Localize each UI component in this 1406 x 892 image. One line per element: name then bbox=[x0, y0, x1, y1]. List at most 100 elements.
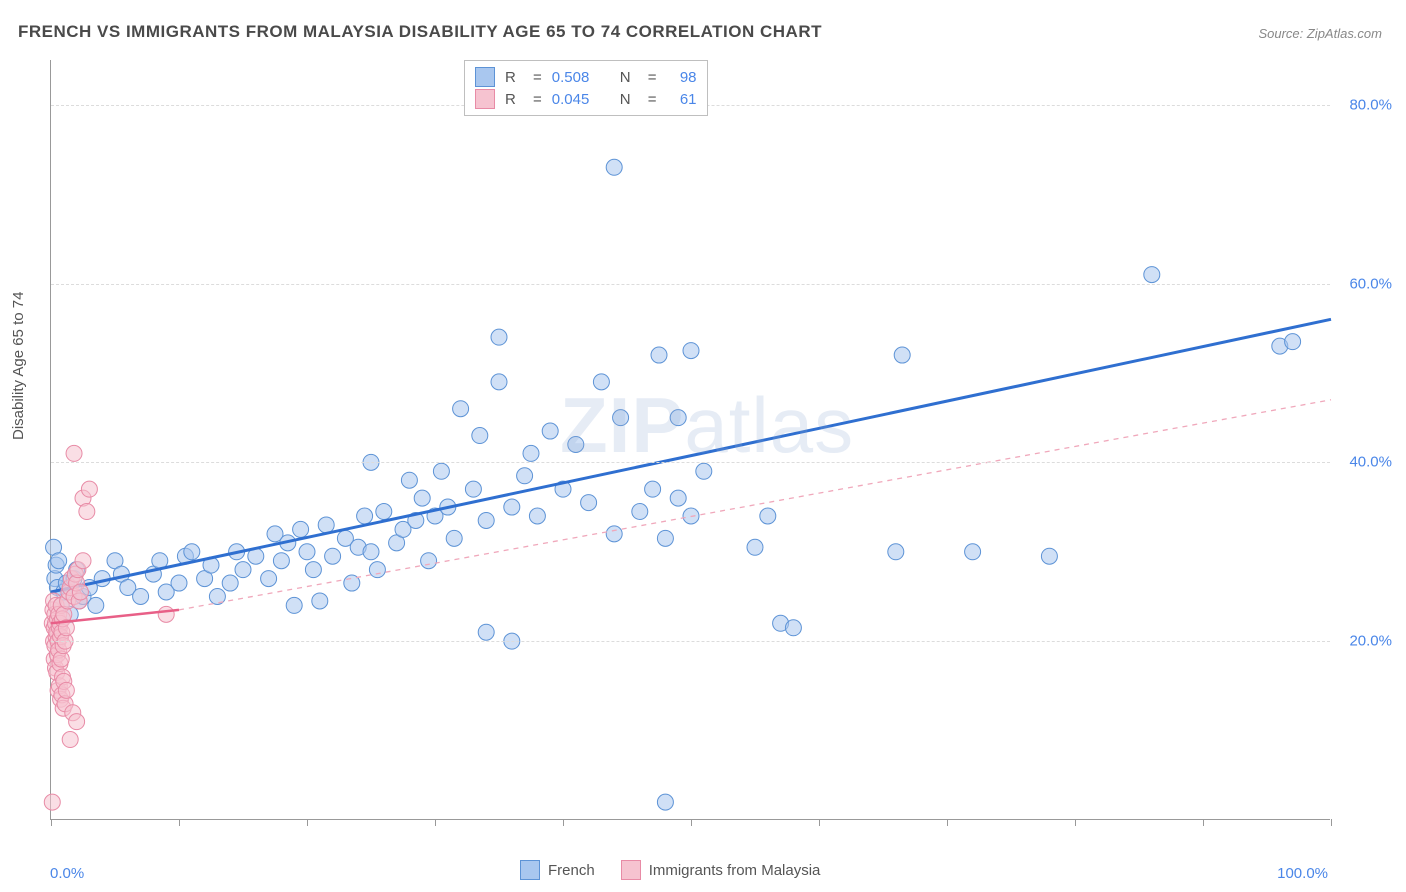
data-point bbox=[645, 481, 661, 497]
data-point bbox=[421, 553, 437, 569]
r-value: 0.508 bbox=[552, 69, 610, 86]
grid-line bbox=[51, 641, 1330, 642]
data-point bbox=[785, 620, 801, 636]
n-value: 61 bbox=[667, 91, 697, 108]
data-point bbox=[446, 530, 462, 546]
source-prefix: Source: bbox=[1258, 26, 1306, 41]
equals-sign: = bbox=[533, 69, 542, 86]
data-point bbox=[325, 548, 341, 564]
equals-sign: = bbox=[648, 69, 657, 86]
data-point bbox=[453, 401, 469, 417]
data-point bbox=[184, 544, 200, 560]
data-point bbox=[491, 374, 507, 390]
legend-series-item: Immigrants from Malaysia bbox=[621, 860, 821, 880]
legend-correlation-row: R=0.045N=61 bbox=[475, 88, 697, 110]
data-point bbox=[88, 597, 104, 613]
data-point bbox=[760, 508, 776, 524]
data-point bbox=[44, 794, 60, 810]
data-point bbox=[542, 423, 558, 439]
x-tick bbox=[307, 819, 308, 826]
legend-swatch bbox=[475, 89, 495, 109]
data-point bbox=[357, 508, 373, 524]
data-point bbox=[523, 445, 539, 461]
y-tick-label: 20.0% bbox=[1349, 633, 1392, 650]
data-point bbox=[568, 436, 584, 452]
data-point bbox=[133, 588, 149, 604]
data-point bbox=[171, 575, 187, 591]
data-point bbox=[606, 526, 622, 542]
x-tick bbox=[1075, 819, 1076, 826]
data-point bbox=[670, 410, 686, 426]
x-tick bbox=[1203, 819, 1204, 826]
data-point bbox=[491, 329, 507, 345]
data-point bbox=[696, 463, 712, 479]
data-point bbox=[79, 504, 95, 520]
data-point bbox=[305, 562, 321, 578]
data-point bbox=[299, 544, 315, 560]
legend-series-label: French bbox=[548, 862, 595, 879]
legend-correlation: R=0.508N=98R=0.045N=61 bbox=[464, 60, 708, 116]
data-point bbox=[1041, 548, 1057, 564]
x-tick bbox=[179, 819, 180, 826]
x-tick bbox=[691, 819, 692, 826]
data-point bbox=[632, 504, 648, 520]
data-point bbox=[478, 512, 494, 528]
data-point bbox=[58, 682, 74, 698]
equals-sign: = bbox=[533, 91, 542, 108]
data-point bbox=[273, 553, 289, 569]
data-point bbox=[888, 544, 904, 560]
legend-series-label: Immigrants from Malaysia bbox=[649, 862, 821, 879]
data-point bbox=[51, 553, 67, 569]
trend-line bbox=[51, 319, 1331, 592]
n-value: 98 bbox=[667, 69, 697, 86]
data-point bbox=[613, 410, 629, 426]
equals-sign: = bbox=[648, 91, 657, 108]
data-point bbox=[312, 593, 328, 609]
x-tick bbox=[1331, 819, 1332, 826]
legend-swatch bbox=[621, 860, 641, 880]
r-label: R bbox=[505, 69, 523, 86]
data-point bbox=[376, 504, 392, 520]
data-point bbox=[465, 481, 481, 497]
data-point bbox=[894, 347, 910, 363]
data-point bbox=[318, 517, 334, 533]
data-point bbox=[472, 428, 488, 444]
data-point bbox=[235, 562, 251, 578]
data-point bbox=[158, 606, 174, 622]
grid-line bbox=[51, 284, 1330, 285]
x-tick bbox=[947, 819, 948, 826]
data-point bbox=[478, 624, 494, 640]
source-attribution: Source: ZipAtlas.com bbox=[1258, 26, 1382, 41]
data-point bbox=[670, 490, 686, 506]
x-axis-min-label: 0.0% bbox=[50, 865, 84, 882]
data-point bbox=[1144, 267, 1160, 283]
data-point bbox=[593, 374, 609, 390]
data-point bbox=[517, 468, 533, 484]
x-tick bbox=[563, 819, 564, 826]
x-tick bbox=[51, 819, 52, 826]
data-point bbox=[75, 553, 91, 569]
data-point bbox=[69, 714, 85, 730]
data-point bbox=[581, 495, 597, 511]
data-point bbox=[401, 472, 417, 488]
data-point bbox=[414, 490, 430, 506]
data-point bbox=[683, 343, 699, 359]
chart-svg bbox=[51, 60, 1330, 819]
data-point bbox=[62, 732, 78, 748]
x-tick bbox=[819, 819, 820, 826]
x-axis-max-label: 100.0% bbox=[1277, 865, 1328, 882]
chart-title: FRENCH VS IMMIGRANTS FROM MALAYSIA DISAB… bbox=[18, 22, 822, 42]
data-point bbox=[433, 463, 449, 479]
data-point bbox=[657, 530, 673, 546]
grid-line bbox=[51, 462, 1330, 463]
n-label: N bbox=[620, 91, 638, 108]
legend-correlation-row: R=0.508N=98 bbox=[475, 66, 697, 88]
x-tick bbox=[435, 819, 436, 826]
legend-series-item: French bbox=[520, 860, 595, 880]
data-point bbox=[657, 794, 673, 810]
data-point bbox=[369, 562, 385, 578]
plot-area bbox=[50, 60, 1330, 820]
r-label: R bbox=[505, 91, 523, 108]
data-point bbox=[286, 597, 302, 613]
data-point bbox=[651, 347, 667, 363]
